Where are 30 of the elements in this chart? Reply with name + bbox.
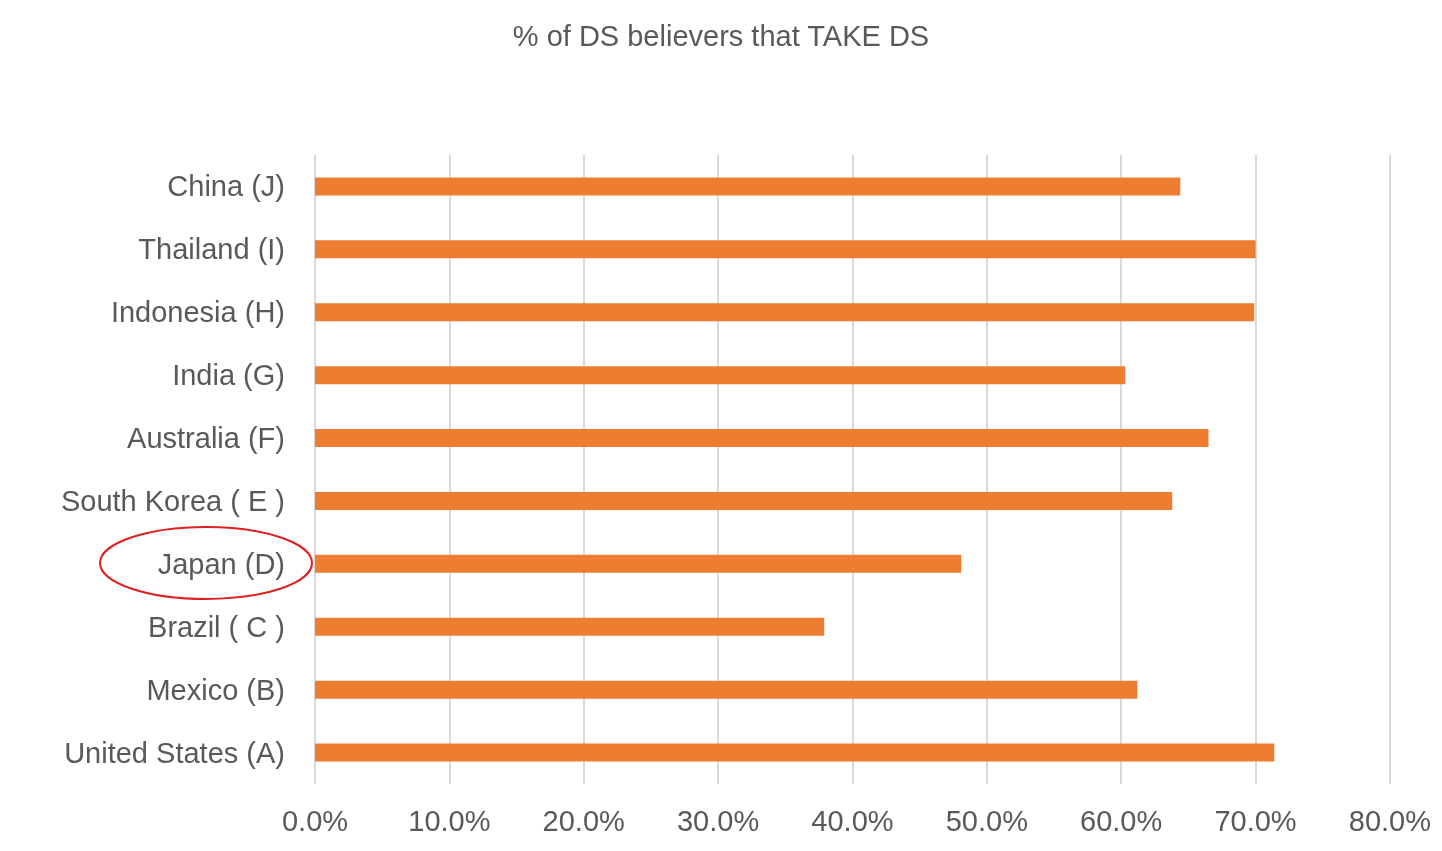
y-tick-label: Mexico (B)	[146, 673, 285, 706]
y-tick-label: Brazil ( C )	[148, 610, 285, 643]
x-tick-label: 70.0%	[1214, 804, 1297, 837]
y-tick-label: India (G)	[172, 359, 285, 392]
y-tick-label: Japan (D)	[157, 547, 285, 580]
bar	[315, 303, 1255, 322]
bar	[315, 177, 1181, 196]
y-tick-label: Australia (F)	[127, 422, 285, 455]
y-tick-label: South Korea ( E )	[60, 484, 285, 517]
x-tick-label: 60.0%	[1080, 804, 1163, 837]
bar	[315, 617, 825, 636]
x-tick-label: 40.0%	[811, 804, 894, 837]
x-tick-label: 10.0%	[408, 804, 491, 837]
bar	[315, 240, 1256, 259]
x-tick-label: 20.0%	[542, 804, 625, 837]
x-tick-label: 50.0%	[945, 804, 1028, 837]
y-tick-label: Indonesia (H)	[110, 296, 285, 329]
chart-title: % of DS believers that TAKE DS	[512, 19, 930, 52]
x-tick-label: 80.0%	[1348, 804, 1431, 837]
y-tick-label: United States (A)	[64, 736, 285, 769]
bar	[315, 429, 1209, 448]
bar	[315, 554, 962, 573]
y-tick-label: China (J)	[167, 170, 285, 203]
x-tick-label: 30.0%	[676, 804, 760, 837]
bar	[315, 743, 1275, 762]
bar	[315, 680, 1138, 699]
y-tick-label: Thailand (I)	[138, 233, 285, 266]
bar	[315, 366, 1126, 385]
x-tick-label: 0.0%	[281, 804, 349, 837]
bar	[315, 491, 1173, 510]
